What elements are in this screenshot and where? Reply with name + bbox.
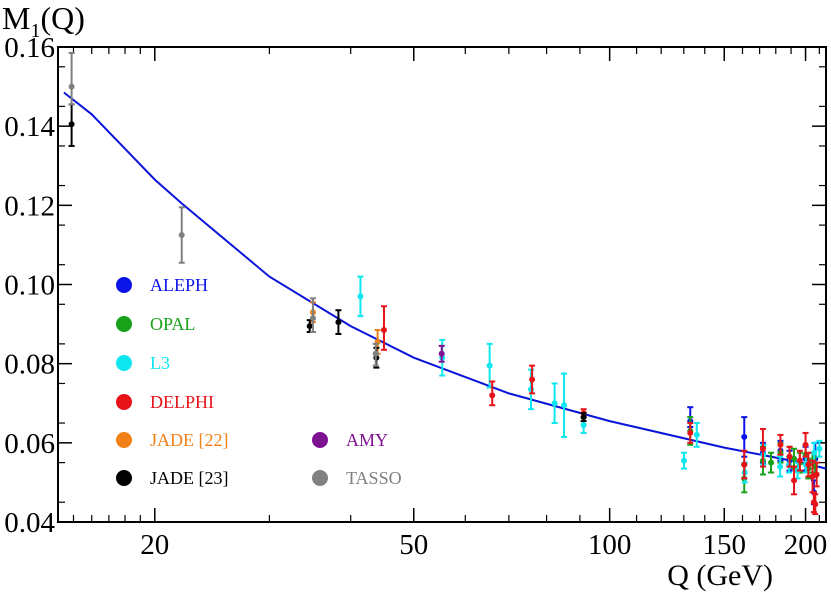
- data-point: [786, 453, 793, 460]
- legend: ALEPH OPAL L3 DELPHI JADE [22] JADE [23] AMY TA…: [116, 275, 402, 488]
- y-tick-label: 0.12: [4, 190, 55, 222]
- series-aleph: [687, 406, 819, 506]
- data-point: [805, 461, 812, 468]
- data-point: [811, 449, 818, 456]
- legend-marker: [116, 277, 132, 293]
- legend-item-jade-22: JADE [22]: [116, 430, 229, 450]
- legend-marker: [116, 432, 132, 448]
- legend-label: AMY: [346, 430, 388, 450]
- legend-item-amy: AMY: [312, 430, 388, 450]
- data-point: [796, 457, 803, 464]
- y-tick-label: 0.16: [4, 32, 55, 64]
- x-tick-label: 150: [703, 529, 747, 561]
- data-point: [768, 459, 775, 466]
- series-jade-22: [309, 301, 381, 355]
- x-tick-label: 100: [588, 529, 632, 561]
- data-point: [687, 429, 694, 436]
- legend-label: L3: [150, 353, 170, 373]
- legend-marker: [116, 316, 132, 332]
- series-l3: [357, 275, 823, 484]
- data-point: [812, 501, 819, 508]
- y-tick-label: 0.04: [4, 507, 55, 539]
- legend-label: JADE [23]: [150, 468, 229, 488]
- data-point: [551, 400, 558, 407]
- series-delphi: [380, 305, 820, 516]
- series-opal: [687, 416, 819, 494]
- series-jade-23: [68, 103, 587, 423]
- legend-marker: [312, 470, 328, 486]
- series-amy: [438, 344, 445, 363]
- legend-item-jade-23: JADE [23]: [116, 468, 229, 488]
- legend-label: JADE [22]: [150, 430, 229, 450]
- data-point: [306, 323, 313, 330]
- legend-item-aleph: ALEPH: [116, 275, 208, 295]
- legend-label: TASSO: [346, 468, 402, 488]
- x-tick-label: 20: [140, 529, 169, 561]
- legend-item-delphi: DELPHI: [116, 392, 214, 412]
- data-point: [357, 293, 364, 300]
- data-point: [681, 457, 688, 464]
- data-point: [68, 83, 75, 90]
- series-tasso: [68, 51, 379, 367]
- x-axis-label: Q (GeV): [667, 559, 773, 592]
- y-tick-label: 0.10: [4, 270, 55, 302]
- legend-item-tasso: TASSO: [312, 468, 402, 488]
- legend-label: OPAL: [150, 314, 195, 334]
- y-tick-label: 0.08: [4, 349, 55, 381]
- data-point: [178, 232, 185, 239]
- data-point: [580, 422, 587, 429]
- legend-marker: [116, 394, 132, 410]
- data-point: [759, 445, 766, 452]
- legend-item-opal: OPAL: [116, 314, 195, 334]
- legend-marker: [116, 355, 132, 371]
- data-point: [791, 477, 798, 484]
- data-point: [813, 471, 820, 478]
- data-point: [335, 319, 342, 326]
- data-point: [380, 327, 387, 334]
- data-point: [580, 414, 587, 421]
- x-tick-label: 50: [399, 529, 428, 561]
- y-tick-label: 0.06: [4, 428, 55, 460]
- data-point: [68, 121, 75, 128]
- data-point: [529, 376, 536, 383]
- data-point: [777, 463, 784, 470]
- data-point: [693, 431, 700, 438]
- data-point: [741, 461, 748, 468]
- legend-marker: [312, 432, 328, 448]
- y-axis-label: M1(Q): [2, 0, 85, 42]
- fit-curve: [63, 91, 827, 470]
- x-tick-label: 200: [784, 529, 828, 561]
- data-point: [486, 362, 493, 369]
- data-point: [438, 350, 445, 357]
- legend-label: DELPHI: [150, 392, 214, 412]
- data-point: [489, 392, 496, 399]
- data-point: [561, 402, 568, 409]
- data-point: [802, 441, 809, 448]
- legend-marker: [116, 470, 132, 486]
- data-point: [777, 441, 784, 448]
- data-point: [372, 350, 379, 357]
- legend-label: ALEPH: [150, 275, 208, 295]
- data-point: [816, 445, 823, 452]
- y-tick-label: 0.14: [4, 111, 55, 143]
- data-point: [741, 433, 748, 440]
- legend-item-l3: L3: [116, 353, 170, 373]
- data-point: [309, 315, 316, 322]
